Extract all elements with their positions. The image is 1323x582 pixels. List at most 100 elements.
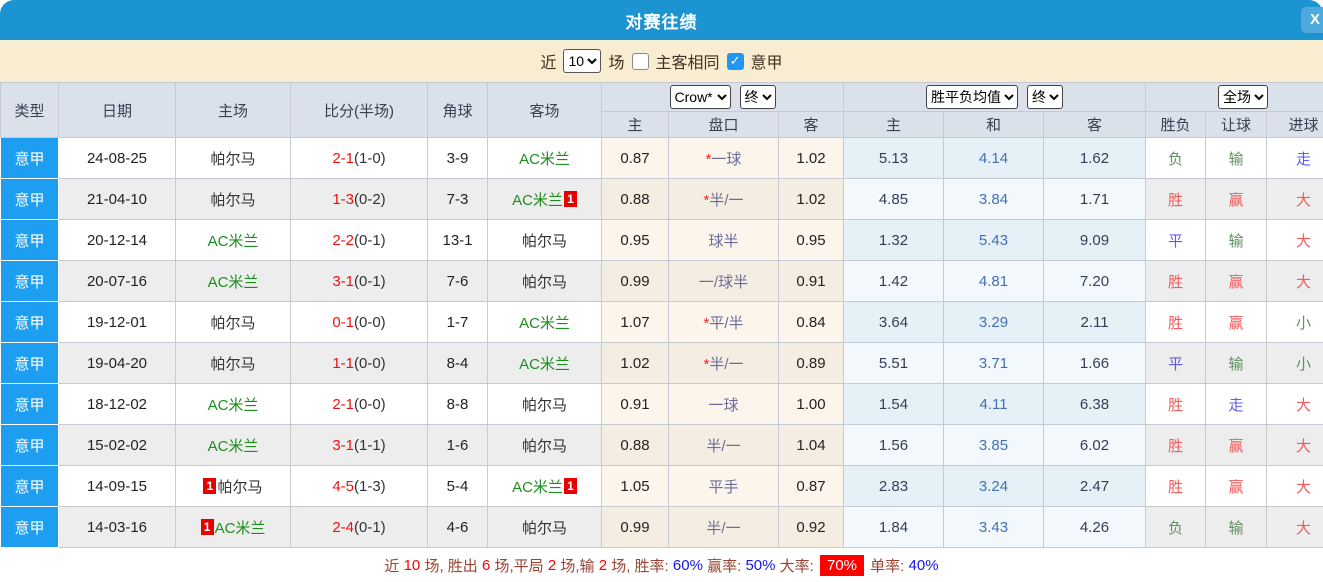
away-team-cell: AC米兰 1	[487, 178, 602, 220]
home-odds-cell: 0.99	[601, 260, 669, 302]
same-venue-checkbox[interactable]	[631, 52, 649, 70]
mean-time-select[interactable]: 终	[1027, 85, 1064, 109]
subheader-mean-draw: 和	[943, 111, 1045, 138]
result-group-header: 全场	[1145, 82, 1323, 112]
odds-time-select[interactable]: 终	[739, 85, 776, 109]
match-count-select[interactable]: 10	[563, 49, 602, 73]
home-team-name: 帕尔马	[210, 150, 256, 168]
handicap-line: 半/一	[706, 519, 741, 537]
home-odds-cell: 0.99	[601, 506, 669, 548]
away-odds-cell: 0.87	[777, 465, 845, 507]
summary-segment: 平局	[513, 557, 548, 575]
home-odds-cell: 0.91	[601, 383, 669, 425]
table-row: 意甲 14-09-15 1 帕尔马 4-5(1-3) 5-4 AC米兰 1 1.05…	[0, 465, 1323, 507]
full-time-score: 0-1	[332, 313, 354, 331]
half-time-score: (1-1)	[354, 436, 386, 454]
away-odds-cell: 1.00	[777, 383, 845, 425]
away-team-name: 帕尔马	[521, 437, 567, 455]
summary-segment: 场,	[490, 557, 514, 575]
page-title: 对赛往绩	[625, 12, 698, 32]
league-cell: 意甲	[0, 342, 59, 384]
outcome-cell: 胜	[1145, 465, 1207, 507]
handicap-result-cell: 输	[1205, 506, 1268, 548]
mean-draw-odds-cell: 3.24	[943, 465, 1045, 507]
subheader-handicap-result: 让球	[1205, 111, 1268, 138]
handicap-line: 一球	[711, 150, 742, 168]
table-row: 意甲 19-12-01 帕尔马 0-1(0-0) 1-7 AC米兰 1.07 *…	[0, 301, 1323, 343]
outcome-cell: 胜	[1145, 424, 1207, 466]
away-team-cell: AC米兰 1	[487, 465, 602, 507]
corners-cell: 8-4	[427, 342, 488, 384]
table-row: 意甲 19-04-20 帕尔马 1-1(0-0) 8-4 AC米兰 1.02 *…	[0, 342, 1323, 384]
mean-home-odds-cell: 5.51	[843, 342, 945, 384]
title-bar: 对赛往绩 X	[0, 0, 1323, 40]
away-team-name: AC米兰	[519, 314, 570, 332]
summary-segment: 40%	[908, 556, 939, 574]
mean-away-odds-cell: 1.62	[1043, 137, 1147, 179]
subheader-outcome: 胜负	[1145, 111, 1207, 138]
half-time-score: (1-0)	[354, 149, 386, 167]
outcome-cell: 胜	[1145, 260, 1207, 302]
handicap-result-cell: 输	[1205, 219, 1268, 261]
header-corners: 角球	[427, 82, 488, 138]
goals-result-cell: 大	[1266, 465, 1323, 507]
mean-away-odds-cell: 2.47	[1043, 465, 1147, 507]
away-team-name: AC米兰	[512, 191, 563, 209]
away-odds-cell: 1.02	[777, 137, 845, 179]
goals-result-cell: 大	[1266, 506, 1323, 548]
summary-segment: 大率:	[775, 557, 818, 575]
scope-select[interactable]: 全场	[1218, 85, 1269, 109]
half-time-score: (0-0)	[354, 313, 386, 331]
handicap-line: 半/一	[709, 355, 744, 373]
table-row: 意甲 15-02-02 AC米兰 3-1(1-1) 1-6 帕尔马 0.88 半…	[0, 424, 1323, 466]
mean-draw-odds-cell: 4.11	[943, 383, 1045, 425]
home-team-cell: 帕尔马	[175, 342, 291, 384]
mean-odds-select[interactable]: 胜平负均值	[926, 85, 1019, 109]
date-cell: 19-12-01	[58, 301, 176, 343]
score-cell: 4-5(1-3)	[290, 465, 428, 507]
date-cell: 14-09-15	[58, 465, 176, 507]
date-cell: 24-08-25	[58, 137, 176, 179]
away-team-cell: AC米兰	[487, 342, 602, 384]
close-button[interactable]: X	[1301, 7, 1323, 33]
league-filter-label: 意甲	[750, 55, 783, 72]
home-team-cell: 帕尔马	[175, 137, 291, 179]
home-team-name: 帕尔马	[210, 191, 256, 209]
mean-away-odds-cell: 1.66	[1043, 342, 1147, 384]
away-team-cell: 帕尔马	[487, 506, 602, 548]
home-odds-cell: 1.07	[601, 301, 669, 343]
away-team-name: AC米兰	[519, 355, 570, 373]
handicap-line: 半/一	[709, 191, 744, 209]
league-cell: 意甲	[0, 506, 59, 548]
header-home: 主场	[175, 82, 291, 138]
date-cell: 21-04-10	[58, 178, 176, 220]
corners-cell: 4-6	[427, 506, 488, 548]
handicap-star: *	[703, 314, 710, 332]
away-odds-cell: 0.84	[777, 301, 845, 343]
history-table-body: 意甲 24-08-25 帕尔马 2-1(1-0) 3-9 AC米兰 0.87 *…	[0, 137, 1323, 548]
away-odds-cell: 0.89	[777, 342, 845, 384]
mean-draw-odds-cell: 4.14	[943, 137, 1045, 179]
corners-cell: 8-8	[427, 383, 488, 425]
table-row: 意甲 18-12-02 AC米兰 2-1(0-0) 8-8 帕尔马 0.91 一…	[0, 383, 1323, 425]
history-table: 类型 日期 主场 比分(半场) 角球 客场 Crow* 终 胜平负均值 终	[0, 82, 1323, 548]
outcome-cell: 平	[1145, 219, 1207, 261]
odds-company-select[interactable]: Crow*	[669, 85, 731, 109]
filter-bar: 近 10 场 主客相同 意甲	[0, 40, 1323, 82]
away-team-cell: AC米兰	[487, 301, 602, 343]
league-checkbox[interactable]	[726, 52, 744, 70]
handicap-cell: *平/半	[668, 301, 779, 343]
handicap-result-cell: 赢	[1205, 465, 1268, 507]
goals-result-cell: 大	[1266, 260, 1323, 302]
handicap-cell: *半/一	[668, 342, 779, 384]
date-cell: 20-12-14	[58, 219, 176, 261]
score-cell: 2-1(0-0)	[290, 383, 428, 425]
home-odds-cell: 0.88	[601, 178, 669, 220]
half-time-score: (0-1)	[354, 518, 386, 536]
header-date: 日期	[58, 82, 176, 138]
league-cell: 意甲	[0, 301, 59, 343]
subheader-goals: 进球	[1266, 111, 1323, 138]
subheader-odds-away: 客	[777, 111, 845, 138]
full-time-score: 1-1	[332, 354, 354, 372]
